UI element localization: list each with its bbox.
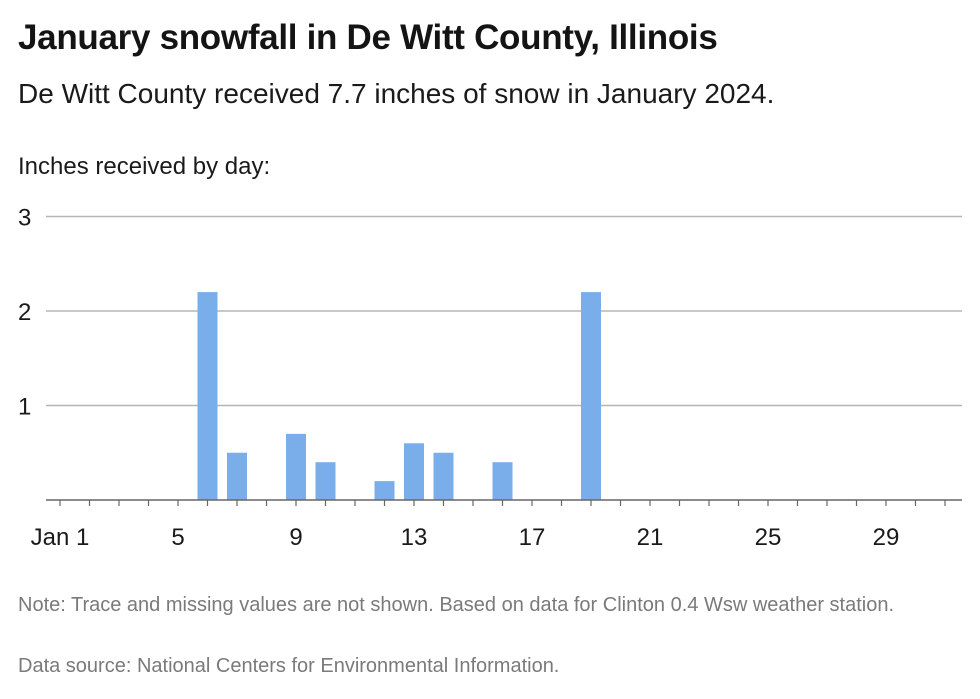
y-tick-label: 2 — [18, 299, 31, 326]
chart-title: January snowfall in De Witt County, Illi… — [18, 18, 718, 57]
x-tick-label: Jan 1 — [31, 524, 90, 551]
bar-day-13 — [404, 443, 424, 500]
y-tick-label: 3 — [18, 205, 31, 232]
x-tick-label: 17 — [519, 524, 546, 551]
x-tick-label: 25 — [755, 524, 782, 551]
bar-day-6 — [197, 292, 218, 500]
bar-day-9 — [286, 433, 306, 500]
x-tick-label: 21 — [637, 524, 664, 551]
y-axis-caption: Inches received by day: — [18, 153, 271, 180]
snowfall-bar-chart: 1 2 3 Jan 1 5 9 13 17 21 25 29 — [18, 205, 962, 551]
bars-layer — [197, 292, 601, 500]
bar-day-16 — [492, 462, 513, 500]
chart-subtitle: De Witt County received 7.7 inches of sn… — [18, 78, 775, 109]
data-source: Data source: National Centers for Enviro… — [18, 655, 560, 677]
axis-layer: 1 2 3 Jan 1 5 9 13 17 21 25 29 — [18, 205, 962, 551]
chart-note: Note: Trace and missing values are not s… — [18, 594, 895, 616]
bar-day-12 — [374, 481, 395, 500]
x-tick-label: 5 — [171, 524, 184, 551]
x-tick-label: 9 — [289, 524, 302, 551]
y-tick-label: 1 — [18, 394, 31, 421]
bar-day-10 — [315, 462, 336, 500]
bar-day-19 — [581, 292, 601, 500]
x-tick-label: 29 — [873, 524, 900, 551]
bar-day-14 — [433, 452, 454, 500]
bar-day-7 — [227, 452, 247, 500]
grid-layer — [46, 215, 962, 407]
x-tick-label: 13 — [401, 524, 428, 551]
